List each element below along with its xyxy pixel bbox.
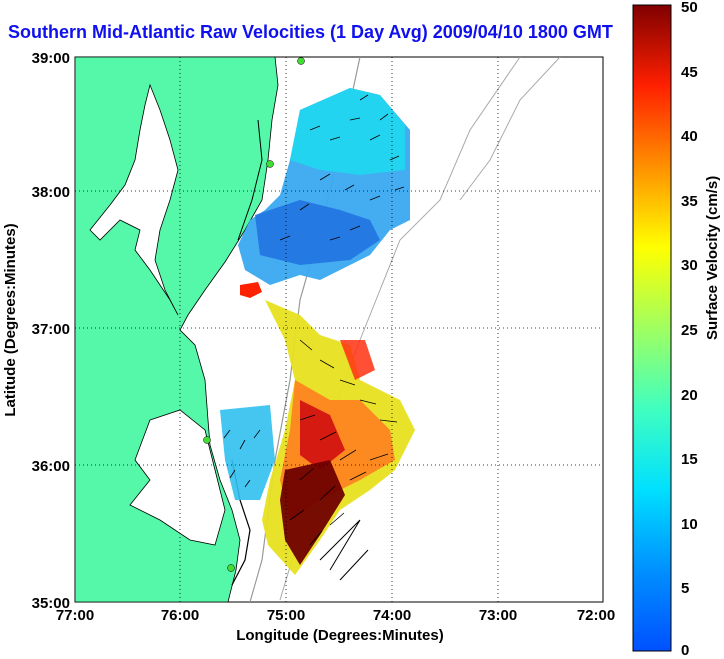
colorbar-tick-label: 30	[681, 257, 698, 274]
chesapeake-bay	[89, 83, 179, 316]
colorbar-tick-label: 45	[681, 64, 698, 81]
y-tick-label: 36:00	[32, 458, 70, 475]
colorbar-tick-label: 0	[681, 642, 690, 659]
x-tick-label: 76:00	[161, 607, 199, 624]
colorbar-tick-label: 40	[681, 128, 698, 145]
y-axis-label: Latitude (Degrees:Minutes)	[2, 223, 19, 416]
y-tick-label: 39:00	[32, 50, 70, 67]
station-marker	[203, 436, 211, 444]
colorbar-tick-label: 25	[681, 322, 698, 339]
colorbar-tick-label: 35	[681, 193, 698, 210]
y-tick-label: 38:00	[32, 184, 70, 201]
colorbar-label: Surface Velocity (cm/s)	[704, 175, 721, 340]
x-tick-label: 73:00	[479, 607, 517, 624]
colorbar-tick-label: 20	[681, 387, 698, 404]
colorbar-tick-label: 10	[681, 516, 698, 533]
colorbar-tick-label: 5	[681, 580, 690, 597]
station-marker	[266, 160, 274, 168]
x-tick-label: 77:00	[56, 607, 94, 624]
y-tick-label: 35:00	[32, 595, 70, 612]
station-marker	[297, 57, 305, 65]
x-tick-label: 72:00	[577, 607, 615, 624]
sound	[129, 409, 226, 546]
y-tick-label: 37:00	[32, 321, 70, 338]
colorbar-tick-label: 15	[681, 451, 698, 468]
x-tick-label: 74:00	[373, 607, 411, 624]
station-marker	[227, 564, 235, 572]
colorbar-gradient	[632, 4, 672, 652]
colorbar-tick-label: 50	[681, 0, 698, 16]
x-axis-label: Longitude (Degrees:Minutes)	[236, 627, 444, 644]
map-title: Southern Mid-Atlantic Raw Velocities (1 …	[8, 22, 613, 42]
x-tick-label: 75:00	[267, 607, 305, 624]
velocity-field-south-west	[220, 405, 275, 500]
